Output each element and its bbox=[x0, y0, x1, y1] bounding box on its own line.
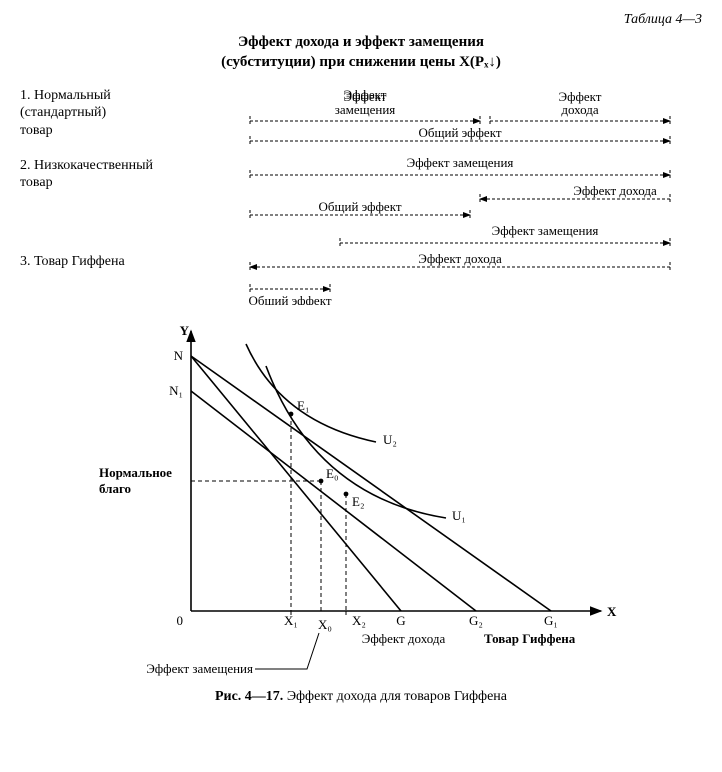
svg-text:Y: Y bbox=[180, 323, 190, 338]
svg-text:X: X bbox=[607, 604, 617, 619]
svg-text:Эффект дохода: Эффект дохода bbox=[362, 631, 446, 646]
row1-svg: ЭффектЭффектзамещенияЭффектдоходаОбщий э… bbox=[190, 87, 680, 153]
svg-text:Эффект замещения: Эффект замещения bbox=[407, 157, 514, 170]
row-low-quality-good: 2. Низкокачественный товар Эффект замеще… bbox=[20, 157, 702, 221]
row-2-num: 2. bbox=[20, 158, 31, 173]
row-3-num: 3. bbox=[20, 254, 31, 269]
svg-text:дохода: дохода bbox=[561, 102, 599, 117]
svg-text:U₂: U₂ bbox=[383, 432, 397, 447]
row-2-label: 2. Низкокачественный товар bbox=[20, 157, 190, 192]
svg-text:замещения: замещения bbox=[335, 102, 396, 117]
row-giffen-good: 3. Товар Гиффена Эффект замещенияЭффект … bbox=[20, 225, 702, 305]
svg-text:Общий эффект: Общий эффект bbox=[318, 199, 401, 214]
svg-text:G: G bbox=[396, 613, 405, 628]
row3-svg: Эффект замещения Эффект дохода Общий эффек… bbox=[190, 225, 680, 305]
row-2-diagram: Эффект замещения Эффект дохода Общий эффек… bbox=[190, 157, 702, 221]
row2-svg: Эффект замещения Эффект дохода Общий эффек… bbox=[190, 157, 680, 221]
chart-container: Y X 0 N N₁ U₂ U₁ E₁ E₀ E₂ X₁ X₀ X₂ G G₂ G₁ Нормальноебла… bbox=[20, 311, 702, 681]
figure-caption: Рис. 4—17. Эффект дохода для товаров Гиф… bbox=[20, 689, 702, 705]
svg-text:X₀: X₀ bbox=[318, 617, 332, 632]
svg-text:Эффект дохода: Эффект дохода bbox=[418, 251, 502, 266]
caption-text: Эффект дохода для товаров Гиффена bbox=[283, 689, 507, 704]
svg-text:N₁: N₁ bbox=[169, 383, 183, 398]
svg-text:E₂: E₂ bbox=[352, 494, 364, 509]
row-1-diagram: ЭффектЭффектзамещенияЭффектдоходаОбщий э… bbox=[190, 87, 702, 153]
svg-text:X₂: X₂ bbox=[352, 613, 366, 628]
indifference-chart: Y X 0 N N₁ U₂ U₁ E₁ E₀ E₂ X₁ X₀ X₂ G G₂ G₁ Нормальноебла… bbox=[81, 311, 641, 681]
caption-bold: Рис. 4—17. bbox=[215, 689, 283, 704]
svg-text:X₁: X₁ bbox=[284, 613, 298, 628]
svg-text:Нормальное: Нормальное bbox=[99, 465, 172, 480]
svg-text:благо: благо bbox=[99, 481, 131, 496]
row-1-label: 1. Нормальный (стандартный) товар bbox=[20, 87, 190, 140]
svg-text:G₁: G₁ bbox=[544, 613, 558, 628]
row-normal-good: 1. Нормальный (стандартный) товар Эффект… bbox=[20, 87, 702, 153]
svg-text:0: 0 bbox=[177, 613, 184, 628]
row-2-name: Низкокачественный товар bbox=[20, 158, 153, 191]
svg-text:Эффект дохода: Эффект дохода bbox=[573, 183, 657, 198]
svg-text:Эффект замещения: Эффект замещения bbox=[146, 661, 253, 676]
title-line-1: Эффект дохода и эффект замещения bbox=[238, 34, 484, 50]
row-1-name: Нормальный (стандартный) товар bbox=[20, 88, 111, 138]
row-3-label: 3. Товар Гиффена bbox=[20, 225, 190, 271]
svg-text:Общий эффект: Общий эффект bbox=[248, 293, 331, 305]
svg-text:Общий эффект: Общий эффект bbox=[418, 125, 501, 140]
svg-text:U₁: U₁ bbox=[452, 508, 466, 523]
row-3-diagram: Эффект замещения Эффект дохода Общий эффек… bbox=[190, 225, 702, 305]
title-line-2: (субституции) при снижении цены X(Pₓ↓) bbox=[221, 54, 501, 70]
svg-text:G₂: G₂ bbox=[469, 613, 483, 628]
svg-text:E₀: E₀ bbox=[326, 466, 338, 481]
table-number: Таблица 4—3 bbox=[20, 12, 702, 28]
svg-text:N: N bbox=[174, 348, 184, 363]
svg-text:E₁: E₁ bbox=[297, 398, 309, 413]
svg-text:Товар Гиффена: Товар Гиффена bbox=[484, 631, 576, 646]
svg-text:Эффект замещения: Эффект замещения bbox=[492, 225, 599, 238]
main-title: Эффект дохода и эффект замещения (субсти… bbox=[20, 32, 702, 73]
row-1-num: 1. bbox=[20, 88, 31, 103]
row-3-name: Товар Гиффена bbox=[34, 254, 125, 269]
